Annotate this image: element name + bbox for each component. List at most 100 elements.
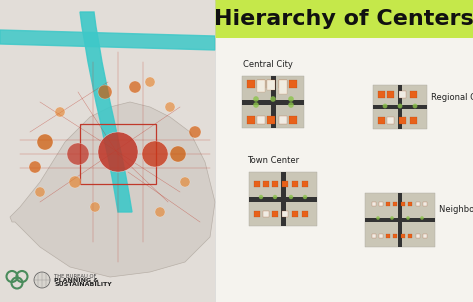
Text: Hierarchy of Centers: Hierarchy of Centers bbox=[214, 9, 473, 29]
Circle shape bbox=[34, 272, 50, 288]
Bar bbox=[377, 117, 385, 124]
Circle shape bbox=[180, 177, 190, 187]
Bar bbox=[282, 181, 288, 187]
Circle shape bbox=[390, 216, 394, 220]
Circle shape bbox=[253, 102, 259, 108]
Bar bbox=[267, 80, 275, 88]
Circle shape bbox=[67, 143, 89, 165]
Bar bbox=[247, 80, 255, 88]
Bar bbox=[386, 91, 394, 98]
Circle shape bbox=[376, 216, 380, 220]
Bar bbox=[398, 91, 405, 98]
Bar bbox=[401, 202, 405, 206]
Polygon shape bbox=[80, 12, 132, 212]
Circle shape bbox=[412, 104, 417, 108]
Bar bbox=[408, 234, 412, 238]
Bar bbox=[292, 211, 298, 217]
Bar bbox=[377, 91, 385, 98]
Circle shape bbox=[288, 96, 294, 102]
Circle shape bbox=[398, 104, 403, 108]
Bar bbox=[365, 193, 435, 247]
Circle shape bbox=[289, 195, 293, 199]
Bar bbox=[80, 124, 156, 184]
Bar bbox=[254, 181, 260, 187]
Polygon shape bbox=[10, 102, 215, 277]
Bar bbox=[386, 117, 394, 124]
Bar bbox=[242, 99, 304, 104]
Bar bbox=[289, 116, 297, 124]
Circle shape bbox=[69, 176, 81, 188]
Circle shape bbox=[253, 96, 259, 102]
Bar bbox=[263, 181, 269, 187]
Circle shape bbox=[37, 134, 53, 150]
Bar bbox=[215, 0, 473, 302]
Circle shape bbox=[90, 202, 100, 212]
Circle shape bbox=[420, 216, 424, 220]
Circle shape bbox=[270, 96, 276, 102]
Bar bbox=[365, 218, 435, 222]
Bar bbox=[416, 202, 420, 206]
Bar bbox=[302, 181, 308, 187]
Polygon shape bbox=[0, 30, 215, 50]
Circle shape bbox=[383, 104, 387, 108]
Text: THE BUREAU OF: THE BUREAU OF bbox=[54, 275, 96, 279]
Bar bbox=[249, 197, 317, 201]
Bar bbox=[257, 80, 265, 92]
Bar bbox=[257, 116, 265, 124]
Circle shape bbox=[259, 195, 263, 199]
Circle shape bbox=[273, 195, 277, 199]
Circle shape bbox=[98, 85, 112, 99]
Bar bbox=[302, 211, 308, 217]
Bar bbox=[0, 0, 215, 302]
Circle shape bbox=[406, 216, 410, 220]
Bar bbox=[279, 116, 287, 124]
Circle shape bbox=[29, 161, 41, 173]
Text: Central City: Central City bbox=[243, 60, 293, 69]
Circle shape bbox=[129, 81, 141, 93]
Bar bbox=[373, 105, 427, 109]
Text: Regional Center: Regional Center bbox=[431, 92, 473, 101]
Circle shape bbox=[35, 187, 45, 197]
Bar bbox=[267, 80, 275, 90]
Text: Town Center: Town Center bbox=[247, 156, 299, 165]
Bar bbox=[249, 172, 317, 226]
Circle shape bbox=[98, 132, 138, 172]
Bar bbox=[398, 117, 405, 124]
Circle shape bbox=[145, 77, 155, 87]
Circle shape bbox=[288, 102, 294, 108]
Bar bbox=[423, 234, 427, 238]
Bar bbox=[257, 80, 265, 88]
Bar bbox=[373, 85, 427, 129]
Bar bbox=[416, 234, 420, 238]
Bar bbox=[379, 202, 383, 206]
Bar bbox=[242, 76, 304, 128]
Circle shape bbox=[55, 107, 65, 117]
Bar bbox=[263, 211, 269, 217]
Bar bbox=[247, 116, 255, 124]
Circle shape bbox=[303, 195, 307, 199]
Text: Neighborhood Center: Neighborhood Center bbox=[439, 205, 473, 214]
Bar bbox=[272, 211, 278, 217]
Bar bbox=[254, 211, 260, 217]
Circle shape bbox=[189, 126, 201, 138]
Bar bbox=[398, 193, 402, 247]
Bar bbox=[423, 202, 427, 206]
Text: PLANNING &: PLANNING & bbox=[54, 278, 99, 282]
Bar bbox=[372, 234, 376, 238]
Bar bbox=[398, 85, 402, 129]
Bar bbox=[379, 234, 383, 238]
Bar bbox=[282, 211, 288, 217]
Bar bbox=[271, 76, 275, 128]
Bar bbox=[279, 80, 287, 88]
Bar bbox=[267, 116, 275, 124]
Circle shape bbox=[170, 146, 186, 162]
Circle shape bbox=[155, 207, 165, 217]
Bar bbox=[280, 172, 286, 226]
Bar bbox=[215, 0, 473, 38]
Bar bbox=[272, 181, 278, 187]
Bar bbox=[410, 117, 417, 124]
Bar bbox=[410, 91, 417, 98]
Bar bbox=[393, 234, 397, 238]
Bar bbox=[386, 202, 390, 206]
Circle shape bbox=[165, 102, 175, 112]
